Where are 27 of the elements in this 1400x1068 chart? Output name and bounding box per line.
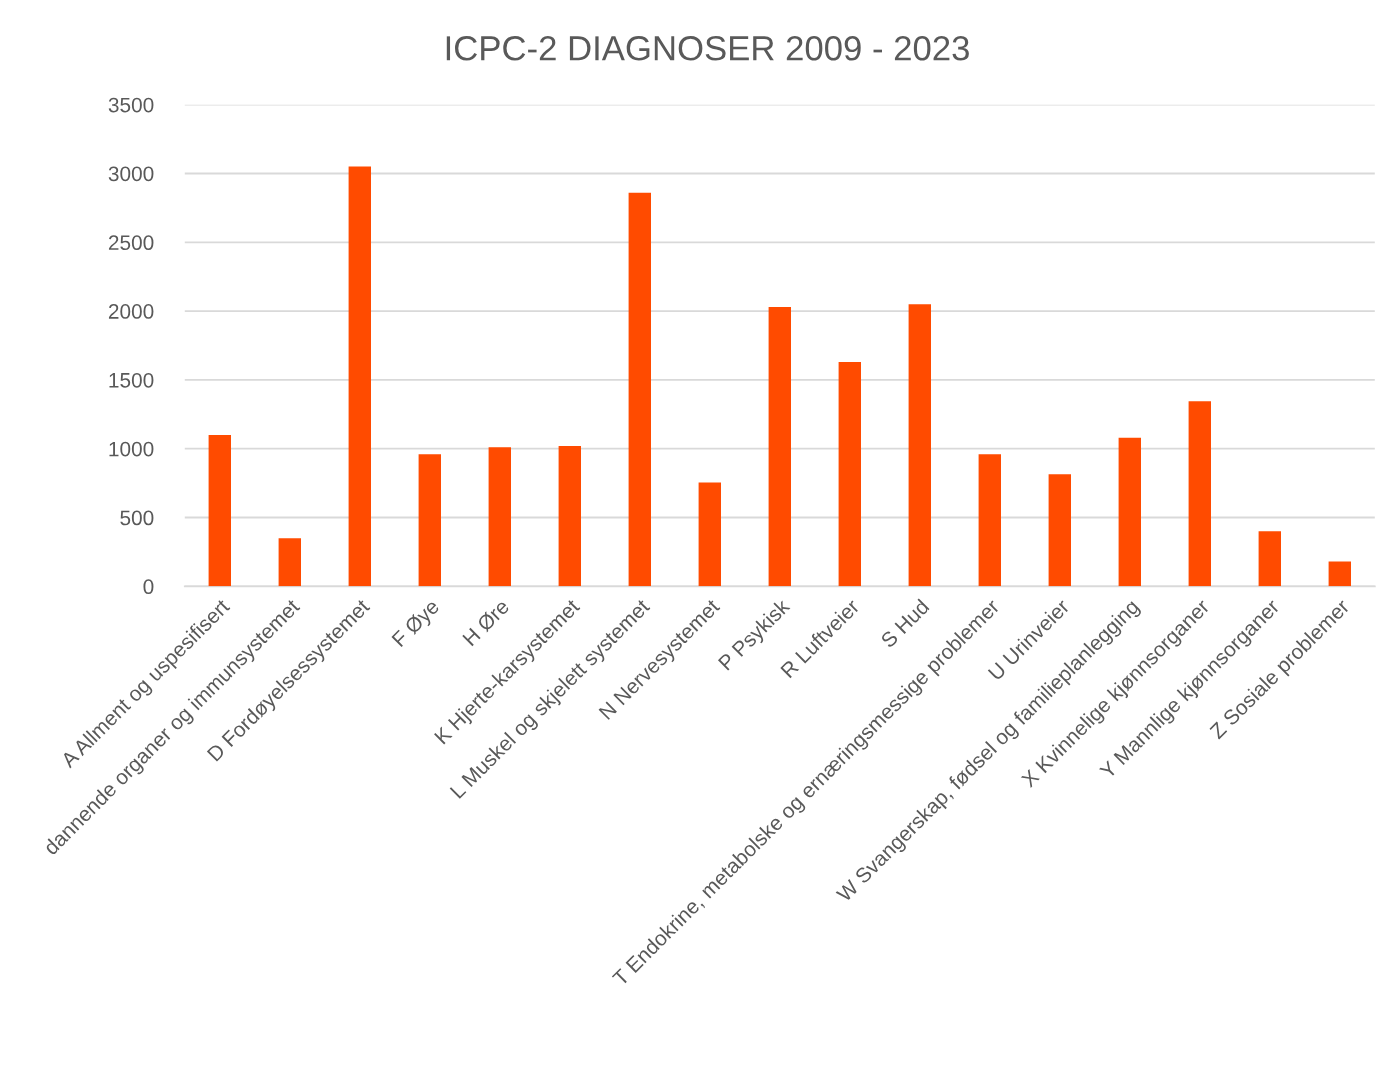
bar <box>768 306 791 587</box>
bar <box>698 482 721 587</box>
bar <box>488 447 511 587</box>
bar <box>1048 474 1071 587</box>
bar <box>838 362 861 587</box>
y-tick-label: 1000 <box>109 441 154 457</box>
x-tick-label: F Øye <box>391 598 443 651</box>
bar <box>558 445 581 587</box>
y-tick-label: 0 <box>143 579 154 595</box>
y-tick-label: 1500 <box>109 372 154 388</box>
bar <box>908 304 931 587</box>
bar <box>1188 401 1211 587</box>
y-tick-label: 500 <box>120 510 154 526</box>
y-tick-label: 3000 <box>108 166 154 182</box>
bar <box>628 192 651 587</box>
y-tick-label: 3500 <box>108 97 154 113</box>
y-tick-label: 2000 <box>108 304 154 319</box>
bar <box>278 538 301 587</box>
bar <box>348 166 371 587</box>
bar <box>1118 437 1141 587</box>
bar <box>1328 561 1351 587</box>
bar <box>208 434 231 587</box>
bar <box>978 454 1001 587</box>
y-tick-label: 2500 <box>108 235 154 251</box>
chart-title: ICPC-2 DIAGNOSER 2009 - 2023 <box>446 36 969 61</box>
bar <box>1258 531 1281 587</box>
bar <box>418 454 441 587</box>
